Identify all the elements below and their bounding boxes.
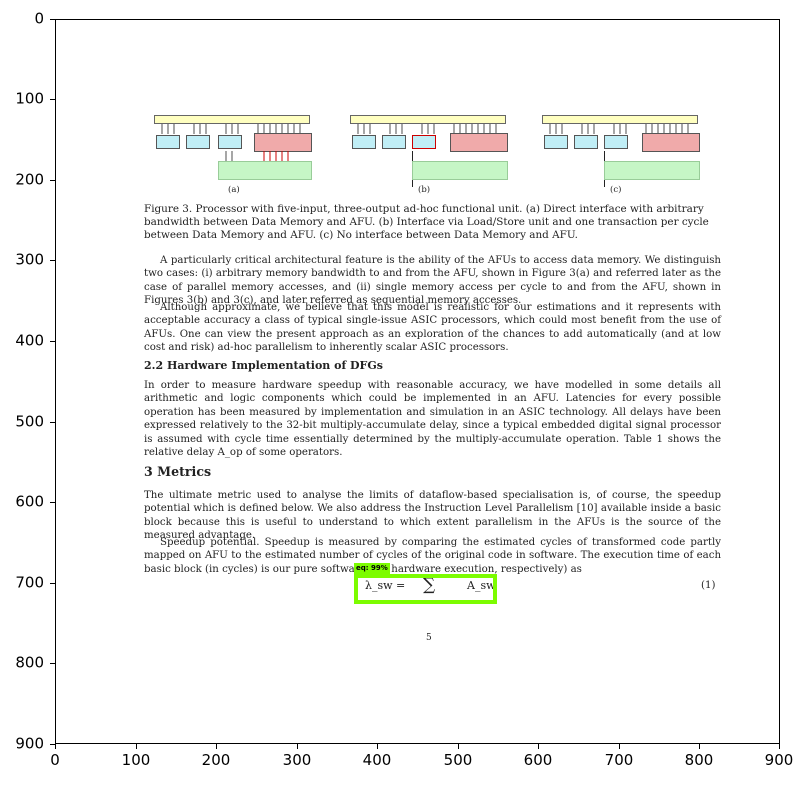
detection-label: eq: 99% <box>354 563 390 574</box>
y-tick <box>50 180 55 181</box>
x-tick <box>619 744 620 749</box>
y-tick <box>50 583 55 584</box>
y-tick <box>50 19 55 20</box>
bus-arrows-icon <box>549 124 689 134</box>
y-tick <box>50 744 55 745</box>
y-tick-label: 0 <box>34 9 44 28</box>
bus-arrows-icon <box>357 124 497 134</box>
memory-link-icon <box>225 151 289 161</box>
panel-a-tag: (a) <box>228 185 240 195</box>
figure-panel-a: (a) <box>146 115 318 200</box>
paragraph-speedup-potential: Speedup potential. Speedup is measured b… <box>144 537 721 575</box>
equation-rhs: A_sw <box>467 579 496 592</box>
y-tick <box>50 341 55 342</box>
y-tick <box>50 663 55 664</box>
y-tick-label: 500 <box>15 412 44 431</box>
x-tick-label: 700 <box>604 751 634 769</box>
x-tick <box>538 744 539 749</box>
y-tick-label: 600 <box>15 492 44 511</box>
register-file-block <box>542 115 698 124</box>
alu-unit-icon <box>156 135 180 149</box>
x-tick <box>699 744 700 749</box>
figure-panel-c: (c) <box>534 115 706 200</box>
afu-unit-icon <box>254 133 312 152</box>
mul-unit-icon <box>574 135 598 149</box>
y-tick <box>50 502 55 503</box>
plot-frame: (a) <box>55 19 780 744</box>
equation-lhs: λ_sw = <box>365 579 406 592</box>
section-heading: 3 Metrics <box>144 464 212 479</box>
x-tick <box>297 744 298 749</box>
y-tick-label: 800 <box>15 653 44 672</box>
paragraph-metrics: The ultimate metric used to analyse the … <box>144 490 721 542</box>
equation-number: (1) <box>701 580 716 591</box>
afu-unit-icon <box>450 133 508 152</box>
panel-b-tag: (b) <box>418 185 431 195</box>
y-tick-label: 700 <box>15 573 44 592</box>
x-tick <box>55 744 56 749</box>
paragraph-model-accuracy: Although approximate, we believe that th… <box>144 302 721 354</box>
x-tick-label: 900 <box>764 751 794 769</box>
y-tick-label: 400 <box>15 331 44 350</box>
x-tick <box>377 744 378 749</box>
lsu-unit-icon <box>218 135 242 149</box>
x-tick <box>136 744 137 749</box>
register-file-block <box>154 115 310 124</box>
y-tick <box>50 260 55 261</box>
x-tick <box>458 744 459 749</box>
sum-symbol: ∑ <box>423 575 436 595</box>
x-tick <box>779 744 780 749</box>
x-tick-label: 300 <box>282 751 312 769</box>
x-tick <box>216 744 217 749</box>
alu-unit-icon <box>352 135 376 149</box>
panel-c-tag: (c) <box>610 185 622 195</box>
lsu-unit-icon <box>412 135 436 149</box>
equation: λ_sw = ∑ A_sw <box>357 575 497 601</box>
x-tick-label: 200 <box>201 751 231 769</box>
x-tick-label: 400 <box>362 751 392 769</box>
subsection-heading: 2.2 Hardware Implementation of DFGs <box>144 359 383 372</box>
x-tick-label: 800 <box>684 751 714 769</box>
paragraph-hardware-speedup: In order to measure hardware speedup wit… <box>144 380 721 459</box>
page-number: 5 <box>426 633 432 643</box>
y-tick-label: 200 <box>15 170 44 189</box>
y-tick <box>50 99 55 100</box>
y-tick <box>50 422 55 423</box>
bus-arrows-icon <box>161 124 301 134</box>
data-memory-block <box>412 161 508 180</box>
detection-box <box>354 574 497 604</box>
figure-panel-b: (b) <box>342 115 514 200</box>
alu-unit-icon <box>544 135 568 149</box>
lsu-unit-icon <box>604 135 628 149</box>
paragraph-memory-access: A particularly critical architectural fe… <box>144 255 721 307</box>
x-tick-label: 100 <box>121 751 151 769</box>
x-tick-label: 600 <box>523 751 553 769</box>
data-memory-block <box>218 161 312 180</box>
x-tick-label: 500 <box>443 751 473 769</box>
y-tick-label: 300 <box>15 250 44 269</box>
data-memory-block <box>604 161 700 180</box>
y-tick-label: 100 <box>15 89 44 108</box>
x-tick-label: 0 <box>50 751 60 769</box>
figure-caption: Figure 3. Processor with five-input, thr… <box>144 203 709 241</box>
afu-unit-icon <box>642 133 700 152</box>
mul-unit-icon <box>186 135 210 149</box>
y-tick-label: 900 <box>15 734 44 753</box>
mul-unit-icon <box>382 135 406 149</box>
register-file-block <box>350 115 506 124</box>
